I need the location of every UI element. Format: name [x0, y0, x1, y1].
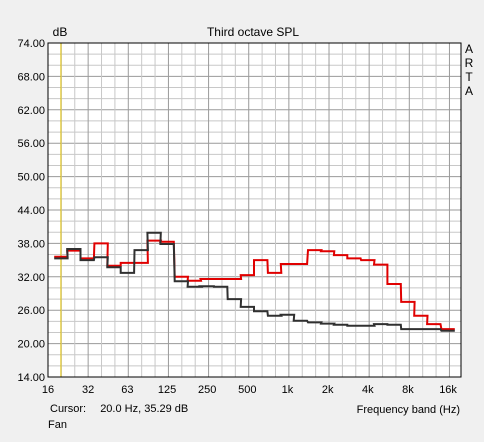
y-tick-label: 74.00	[17, 38, 45, 50]
x-tick-label: 16	[42, 384, 54, 396]
series-line-2	[54, 231, 455, 332]
cursor-value: 20.0 Hz, 35.29 dB	[100, 403, 189, 415]
plot-border	[47, 42, 462, 378]
x-tick-label: 1k	[282, 384, 294, 396]
x-tick-label: 125	[158, 384, 176, 396]
x-axis-label: Frequency band (Hz)	[357, 404, 460, 416]
y-tick-label: 56.00	[17, 138, 45, 150]
y-tick-label: 38.00	[17, 238, 45, 250]
x-tick-label: 32	[82, 384, 94, 396]
x-tick-label: 500	[238, 384, 256, 396]
x-axis-ticks: 16 32 63 125 250 500 1k 2k 4k 8k 16k	[42, 384, 458, 396]
y-axis-label: dB	[53, 25, 68, 39]
series-line-1	[54, 239, 455, 331]
chart-title: Third octave SPL	[207, 25, 299, 39]
cursor-label: Cursor:	[50, 403, 87, 415]
x-tick-label: 2k	[322, 384, 334, 396]
y-tick-label: 20.00	[17, 339, 45, 351]
series-layer	[54, 231, 455, 332]
arta-logo-letter: R	[465, 56, 474, 70]
y-tick-label: 50.00	[17, 172, 45, 184]
cursor-readout: Cursor: 20.0 Hz, 35.29 dB	[50, 403, 188, 415]
arta-logo-letter: A	[465, 42, 473, 56]
y-tick-label: 26.00	[17, 305, 45, 317]
y-tick-label: 14.00	[17, 372, 45, 384]
y-tick-label: 62.00	[17, 105, 45, 117]
y-tick-label: 68.00	[17, 71, 45, 83]
x-tick-label: 250	[198, 384, 216, 396]
x-tick-label: 63	[121, 384, 133, 396]
x-tick-label: 8k	[402, 384, 414, 396]
x-tick-label: 4k	[362, 384, 374, 396]
arta-logo-letter: T	[465, 70, 473, 84]
arta-logo-letter: A	[465, 84, 473, 98]
y-axis-ticks: 14.00 20.00 26.00 32.00 38.00 44.00 50.00 56.00…	[17, 38, 45, 384]
x-tick-label: 16k	[439, 384, 457, 396]
arta-logo: A R T A	[465, 42, 474, 98]
measurement-name: Fan	[48, 419, 67, 431]
grid	[47, 42, 461, 378]
y-tick-label: 44.00	[17, 205, 45, 217]
y-tick-label: 32.00	[17, 272, 45, 284]
